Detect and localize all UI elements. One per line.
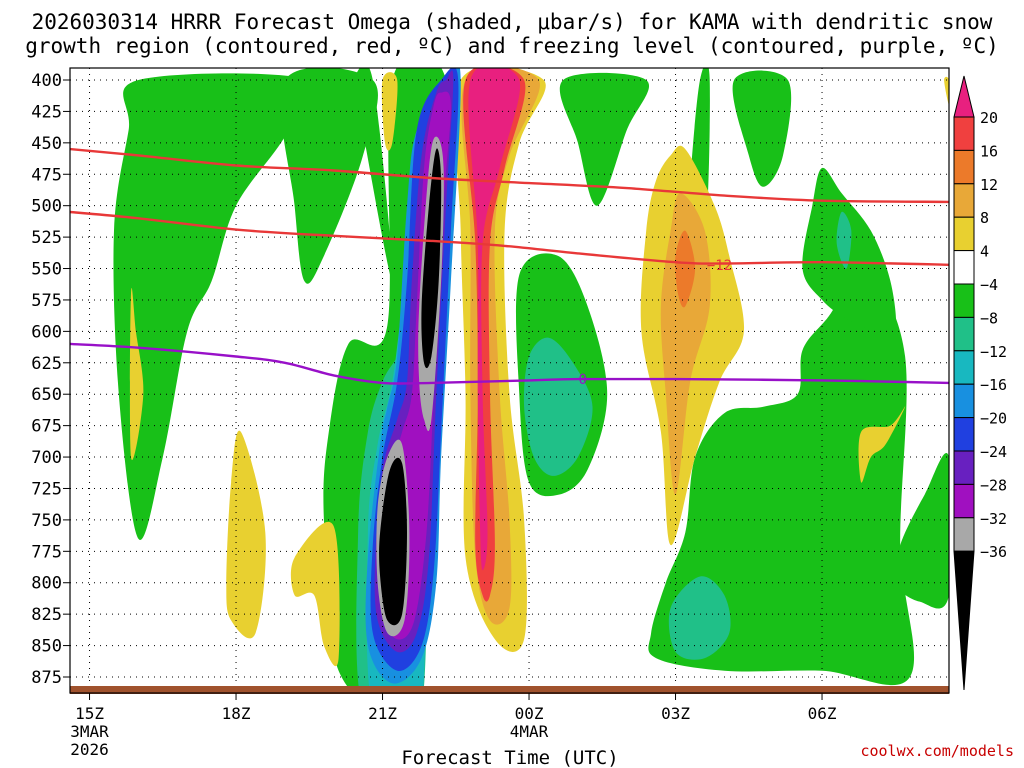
colorbar-segment	[953, 350, 975, 385]
colorbar-label: 12	[980, 176, 998, 194]
colorbar-label: −24	[980, 443, 1007, 461]
y-tick-label: 675	[31, 417, 62, 437]
omega-region	[648, 274, 915, 686]
colorbar-label: 20	[980, 109, 998, 127]
x-axis-label: Forecast Time (UTC)	[401, 747, 618, 768]
omega-region	[675, 230, 696, 308]
colorbar-label: −28	[980, 476, 1007, 494]
y-tick-label: 450	[31, 134, 62, 154]
chart-title-line-1: 2026030314 HRRR Forecast Omega (shaded, …	[31, 10, 993, 34]
omega-region	[421, 148, 442, 369]
chart-title-line-2: growth region (contoured, red, ºC) and f…	[25, 34, 999, 58]
y-tick-label: 475	[31, 165, 62, 185]
omega-region	[944, 76, 949, 106]
omega-region	[381, 72, 398, 151]
plot-frame	[69, 67, 950, 694]
omega-region	[290, 521, 340, 667]
omega-region	[523, 337, 593, 476]
colorbar-label: −32	[980, 510, 1007, 528]
x-tick-label: 03Z	[661, 704, 690, 723]
contour-lines: −12 0	[70, 147, 949, 388]
y-axis-ticks: 400 425 450 475 500 525 550 575 600 625 650 675 700 7…	[31, 71, 70, 688]
colorbar-segment	[953, 483, 975, 519]
colorbar-segment	[953, 116, 975, 151]
omega-region	[660, 193, 711, 495]
omega-region	[893, 453, 949, 609]
omega-region	[113, 73, 318, 540]
dendritic-contour	[70, 147, 949, 204]
omega-region	[858, 406, 906, 483]
y-tick-label: 500	[31, 197, 62, 217]
y-tick-label: 700	[31, 448, 62, 468]
y-tick-label: 850	[31, 637, 62, 657]
colorbar-segment	[953, 283, 975, 318]
omega-region	[379, 457, 407, 626]
colorbar-label: 4	[980, 243, 989, 261]
y-tick-label: 575	[31, 291, 62, 311]
y-tick-label: 750	[31, 511, 62, 531]
colorbar-segment	[953, 149, 975, 185]
x-tick-label: 18Z	[222, 704, 251, 723]
colorbar-segment	[953, 383, 975, 419]
colorbar-label: −16	[980, 376, 1007, 394]
colorbar-label: 16	[980, 142, 998, 160]
colorbar-top-arrow	[953, 75, 975, 118]
terrain-bar	[70, 686, 949, 694]
freezing-level-contour	[70, 342, 949, 385]
x-tick-year: 2026	[70, 740, 109, 759]
omega-region	[129, 287, 144, 461]
freezing-level-label: 0	[579, 372, 587, 388]
colorbar-label: −8	[980, 309, 998, 327]
y-tick-label: 725	[31, 479, 62, 499]
y-tick-label: 775	[31, 542, 62, 562]
colorbar-segment	[953, 417, 975, 452]
grid-lines	[70, 68, 949, 686]
colorbar-segment	[953, 216, 975, 252]
colorbar-legend: 20 16 12 8 4 −4 −8 −12 −16 −20 −24 −28 −32 −36	[953, 75, 1007, 691]
omega-region	[280, 68, 378, 284]
colorbar-segment	[953, 183, 975, 218]
colorbar-label: −4	[980, 276, 998, 294]
colorbar-segment	[953, 316, 975, 352]
y-tick-label: 600	[31, 322, 62, 342]
omega-region	[468, 68, 521, 571]
colorbar-label: 8	[980, 209, 989, 227]
y-tick-label: 625	[31, 354, 62, 374]
y-tick-label: 550	[31, 260, 62, 280]
y-tick-label: 525	[31, 228, 62, 248]
y-tick-label: 425	[31, 102, 62, 122]
y-tick-label: 825	[31, 605, 62, 625]
y-tick-label: 400	[31, 71, 62, 91]
colorbar-segment	[953, 250, 975, 285]
x-tick-date: 3MAR	[70, 722, 109, 741]
colorbar-segment	[953, 517, 975, 552]
dendritic-contour-label: −12	[707, 258, 732, 274]
colorbar-label: −36	[980, 543, 1007, 561]
x-tick-label: 06Z	[808, 704, 837, 723]
x-tick-label: 21Z	[368, 704, 397, 723]
colorbar-segment	[953, 450, 975, 485]
colorbar-label: −12	[980, 343, 1007, 361]
credit-text: coolwx.com/models	[860, 742, 1014, 760]
omega-region	[668, 576, 731, 660]
y-tick-label: 650	[31, 385, 62, 405]
y-tick-label: 875	[31, 668, 62, 688]
colorbar-label: −20	[980, 410, 1007, 428]
omega-region	[559, 72, 650, 206]
x-tick-label: 00Z	[515, 704, 544, 723]
omega-region	[836, 211, 852, 269]
omega-region	[732, 70, 792, 187]
dendritic-contour	[70, 210, 949, 266]
x-tick-label: 15Z	[75, 704, 104, 723]
x-tick-date: 4MAR	[510, 722, 549, 741]
y-tick-label: 800	[31, 574, 62, 594]
omega-shading	[113, 68, 949, 693]
colorbar-bottom-arrow	[953, 550, 975, 691]
